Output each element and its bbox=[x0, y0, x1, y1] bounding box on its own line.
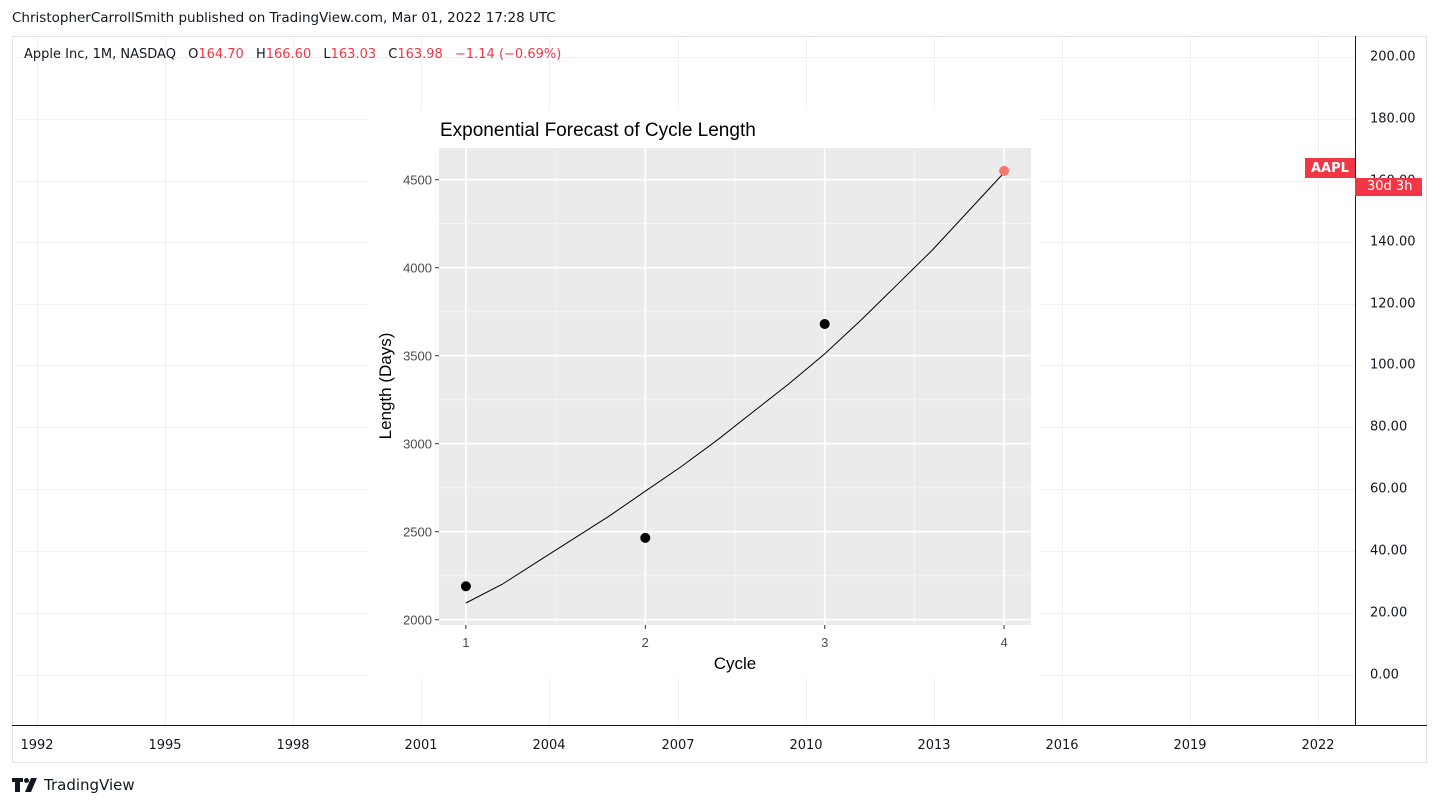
time-tick: 1998 bbox=[276, 738, 310, 753]
y-tick-label: 4500 bbox=[403, 173, 432, 188]
x-tick-label: 3 bbox=[821, 635, 828, 650]
tradingview-brand: TradingView bbox=[44, 776, 135, 794]
x-tick-label: 4 bbox=[1000, 635, 1007, 650]
y-axis-ticks: 2000 2500 3000 3500 4000 4500 bbox=[403, 173, 439, 628]
close-value: 163.98 bbox=[397, 47, 443, 62]
open-value: 164.70 bbox=[198, 47, 244, 62]
price-tick: 80.00 bbox=[1370, 419, 1408, 435]
y-tick-label: 4000 bbox=[403, 261, 432, 276]
price-tick: 140.00 bbox=[1370, 234, 1416, 250]
data-point bbox=[819, 319, 830, 330]
badge-symbol: AAPL bbox=[1311, 160, 1349, 176]
forecast-chart-image: Exponential Forecast of Cycle Length 200… bbox=[367, 110, 1040, 678]
publisher-line: ChristopherCarrollSmith published on Tra… bbox=[12, 10, 556, 26]
high-value: 166.60 bbox=[265, 47, 312, 62]
close-label: C bbox=[388, 47, 398, 62]
badge-price: 163.98 bbox=[1367, 160, 1418, 175]
change-value: −1.14 (−0.69%) bbox=[454, 47, 562, 62]
time-tick: 2016 bbox=[1045, 738, 1079, 753]
y-axis-label: Length (Days) bbox=[376, 333, 395, 440]
chart-title: Exponential Forecast of Cycle Length bbox=[440, 120, 756, 141]
x-tick-label: 2 bbox=[642, 635, 649, 650]
y-tick-label: 3000 bbox=[403, 437, 432, 452]
time-tick: 1992 bbox=[20, 738, 54, 753]
time-tick: 1995 bbox=[148, 738, 182, 753]
time-tick: 2007 bbox=[661, 738, 695, 753]
price-tick: 180.00 bbox=[1370, 111, 1416, 127]
chart-frame bbox=[12, 36, 1427, 763]
time-tick: 2013 bbox=[917, 738, 951, 753]
price-tick: 60.00 bbox=[1370, 481, 1408, 497]
symbol-name: Apple Inc, 1M, NASDAQ bbox=[24, 47, 176, 62]
badge-countdown: 30d 3h bbox=[1355, 178, 1422, 196]
high-label: H bbox=[255, 47, 266, 62]
time-tick: 2004 bbox=[532, 738, 566, 753]
price-axis[interactable]: 200.00 180.00 160.00 140.00 120.00 100.0… bbox=[1355, 36, 1427, 725]
price-tick: 120.00 bbox=[1370, 296, 1416, 312]
data-point bbox=[640, 532, 651, 543]
price-badge: AAPL 163.98 bbox=[1305, 158, 1417, 178]
data-points bbox=[460, 165, 1010, 592]
time-tick: 2019 bbox=[1173, 738, 1207, 753]
x-axis-ticks: 1 2 3 4 bbox=[462, 625, 1008, 650]
y-tick-label: 3500 bbox=[403, 349, 432, 364]
time-tick: 2022 bbox=[1301, 738, 1335, 753]
symbol-legend[interactable]: Apple Inc, 1M, NASDAQ O164.70 H166.60 L1… bbox=[24, 47, 561, 62]
tradingview-logo-icon bbox=[12, 778, 37, 792]
time-axis[interactable]: 1992 1995 1998 2001 2004 2007 2010 2013 … bbox=[12, 725, 1427, 763]
y-tick-label: 2000 bbox=[403, 613, 432, 628]
fit-line bbox=[465, 172, 1005, 604]
minor-gridlines bbox=[439, 148, 1031, 625]
major-gridlines bbox=[439, 148, 1031, 625]
x-tick-label: 1 bbox=[462, 635, 469, 650]
price-tick: 200.00 bbox=[1370, 49, 1416, 65]
time-tick: 2010 bbox=[789, 738, 823, 753]
y-tick-label: 2500 bbox=[403, 525, 432, 540]
tradingview-logo[interactable]: TradingView bbox=[12, 776, 135, 794]
price-tick: 20.00 bbox=[1370, 605, 1408, 621]
price-tick: 40.00 bbox=[1370, 543, 1408, 559]
x-axis-label: Cycle bbox=[714, 654, 757, 673]
open-label: O bbox=[188, 47, 199, 62]
forecast-chart: Exponential Forecast of Cycle Length 200… bbox=[376, 120, 1031, 673]
price-tick: 0.00 bbox=[1370, 667, 1399, 683]
low-label: L bbox=[323, 47, 331, 62]
data-point bbox=[999, 165, 1010, 176]
price-tick: 100.00 bbox=[1370, 357, 1416, 373]
low-value: 163.03 bbox=[330, 47, 377, 62]
data-point bbox=[460, 581, 471, 592]
time-tick: 2001 bbox=[404, 738, 438, 753]
